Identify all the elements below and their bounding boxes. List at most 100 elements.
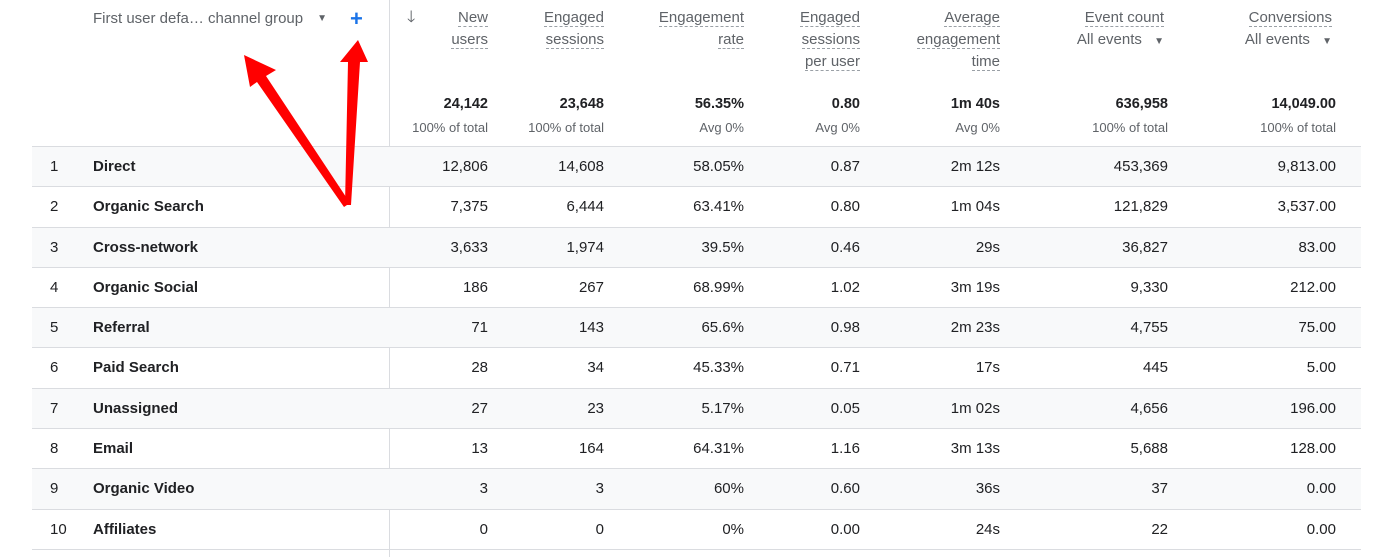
- column-total-sub: Avg 0%: [815, 120, 860, 135]
- channel-name[interactable]: Referral: [93, 319, 150, 337]
- column-header[interactable]: Average engagement time 1m 40s Avg 0%: [872, 0, 1012, 147]
- plus-icon[interactable]: +: [350, 6, 363, 31]
- channel-name[interactable]: Affiliates: [93, 520, 157, 538]
- dropdown-label: All events: [1244, 31, 1310, 48]
- metric-value: 0.00: [830, 520, 860, 538]
- table-row[interactable]: 6 Paid Search 28 34 45.33% 0.71 17s 445 5.00: [32, 348, 1361, 389]
- column-header[interactable]: Event count All events ▼ 636,958 100% of to…: [1012, 0, 1180, 147]
- event-filter-dropdown[interactable]: All events ▼: [1180, 29, 1332, 53]
- column-total: 1m 40s: [950, 96, 1000, 112]
- column-header[interactable]: Engaged sessions 23,648 100% of total: [500, 0, 616, 147]
- metric-value: 0%: [722, 520, 744, 538]
- row-index: 4: [50, 278, 59, 296]
- metric-value: 3: [479, 480, 488, 498]
- metric-value: 5.00: [1306, 359, 1336, 377]
- column-title: Conversions All events ▼: [1180, 0, 1332, 85]
- metric-value: 3m 13s: [950, 440, 1000, 458]
- table-row[interactable]: 2 Organic Search 7,375 6,444 63.41% 0.80 1m 04…: [32, 187, 1361, 228]
- metric-value: 27: [471, 399, 488, 417]
- metric-value: 75.00: [1298, 319, 1336, 337]
- metric-value: 3,633: [450, 238, 488, 256]
- metric-value: 0: [479, 520, 488, 538]
- dimension-selector[interactable]: First user defa… channel group ▼: [93, 10, 327, 27]
- metric-value: 2m 23s: [950, 319, 1000, 337]
- metric-value: 36,827: [1122, 238, 1168, 256]
- channel-name[interactable]: Paid Search: [93, 359, 179, 377]
- metric-value: 39.5%: [701, 238, 744, 256]
- metric-value: 0.98: [830, 319, 860, 337]
- event-filter-dropdown[interactable]: All events ▼: [1012, 29, 1164, 53]
- column-header[interactable]: Engagement rate 56.35% Avg 0%: [616, 0, 756, 147]
- caret-down-icon: ▼: [317, 13, 328, 24]
- metric-value: 23: [587, 399, 604, 417]
- channel-name[interactable]: Organic Social: [93, 278, 199, 296]
- metric-value: 34: [587, 359, 604, 377]
- column-title-line: rate: [718, 31, 744, 49]
- table-row[interactable]: 8 Email 13 164 64.31% 1.16 3m 13s 5,688 128.00: [32, 429, 1361, 470]
- channel-name[interactable]: Unassigned: [93, 399, 179, 417]
- metric-value: 1.02: [830, 278, 860, 296]
- metric-value: 9,330: [1130, 278, 1168, 296]
- metric-value: 6,444: [566, 198, 604, 216]
- channel-name[interactable]: Organic Video: [93, 480, 195, 498]
- column-title-line: sessions: [801, 31, 860, 49]
- table-row[interactable]: 10 Affiliates 0 0 0% 0.00 24s 22 0.00: [32, 510, 1361, 550]
- table-header: First user defa… channel group ▼ + 🡓 New…: [0, 0, 1387, 147]
- metric-value: 1m 02s: [950, 399, 1000, 417]
- table-row[interactable]: 9 Organic Video 3 3 60% 0.60 36s 37 0.00: [32, 469, 1361, 510]
- caret-down-icon: ▼: [1322, 36, 1332, 47]
- column-header[interactable]: Engaged sessions per user 0.80 Avg 0%: [756, 0, 872, 147]
- metric-value: 28: [471, 359, 488, 377]
- row-index: 10: [50, 520, 67, 538]
- channel-name[interactable]: Organic Search: [93, 198, 204, 216]
- metric-value: 5,688: [1130, 440, 1168, 458]
- metric-value: 2m 12s: [950, 158, 1000, 175]
- metric-value: 0: [595, 520, 604, 538]
- column-header[interactable]: Conversions All events ▼ 14,049.00 100% of …: [1180, 0, 1348, 147]
- metric-value: 128.00: [1290, 440, 1336, 458]
- table-row[interactable]: 4 Organic Social 186 267 68.99% 1.02 3m 19s 9,3…: [32, 268, 1361, 309]
- table-row[interactable]: 3 Cross-network 3,633 1,974 39.5% 0.46 29s 36,8…: [32, 227, 1361, 268]
- table-row[interactable]: 1 Direct 12,806 14,608 58.05% 0.87 2m 12s 453,3…: [32, 147, 1361, 188]
- channel-name[interactable]: Cross-network: [93, 238, 199, 256]
- channel-name[interactable]: Direct: [93, 158, 136, 175]
- column-title: Engagement rate: [616, 0, 744, 85]
- table-row[interactable]: 5 Referral 71 143 65.6% 0.98 2m 23s 4,755 75.00: [32, 308, 1361, 349]
- metric-value: 5.17%: [701, 399, 744, 417]
- metric-value: 0.71: [830, 359, 860, 377]
- column-divider: [389, 0, 390, 557]
- dimension-label: First user defa… channel group: [93, 10, 304, 27]
- caret-down-icon: ▼: [1154, 36, 1164, 47]
- column-title-line: per user: [804, 53, 860, 71]
- metric-value: 0.87: [830, 158, 860, 175]
- metric-value: 58.05%: [693, 158, 744, 175]
- metric-value: 36s: [975, 480, 1000, 498]
- metric-value: 164: [578, 440, 604, 458]
- row-index: 9: [50, 480, 59, 498]
- row-index: 8: [50, 440, 59, 458]
- column-title-line: sessions: [545, 31, 604, 49]
- metric-value: 3,537.00: [1277, 198, 1336, 216]
- metric-value: 29s: [975, 238, 1000, 256]
- metric-value: 45.33%: [693, 359, 744, 377]
- metric-value: 0.46: [830, 238, 860, 256]
- column-title: New users: [389, 0, 488, 85]
- column-total: 14,049.00: [1271, 96, 1336, 112]
- metric-value: 0.00: [1306, 520, 1336, 538]
- column-title-line: Conversions: [1248, 9, 1332, 27]
- metric-value: 37: [1151, 480, 1168, 498]
- table-row[interactable]: 7 Unassigned 27 23 5.17% 0.05 1m 02s 4,656 196.0…: [32, 388, 1361, 430]
- arrow-down-icon[interactable]: 🡓: [407, 9, 416, 26]
- metric-value: 4,656: [1130, 399, 1168, 417]
- column-title-line: Engaged: [799, 9, 860, 27]
- channel-name[interactable]: Email: [93, 440, 134, 458]
- metric-value: 0.05: [830, 399, 860, 417]
- column-title: Engaged sessions: [500, 0, 604, 85]
- column-title: Engaged sessions per user: [756, 0, 860, 85]
- column-header[interactable]: New users 24,142 100% of total: [389, 0, 500, 147]
- column-title: Event count All events ▼: [1012, 0, 1164, 85]
- row-index: 2: [50, 198, 59, 216]
- row-index: 5: [50, 319, 59, 337]
- metric-value: 63.41%: [693, 198, 744, 216]
- column-title-line: users: [451, 31, 488, 49]
